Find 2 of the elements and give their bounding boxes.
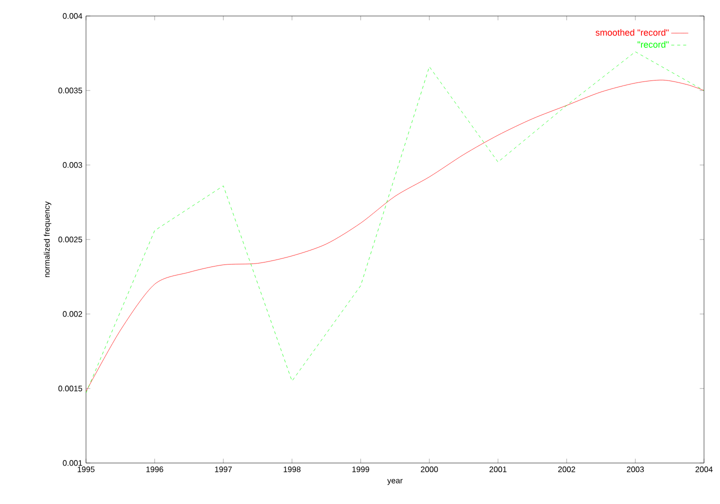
legend-label: "record" — [638, 41, 669, 48]
legend-label: smoothed "record" — [596, 29, 669, 36]
